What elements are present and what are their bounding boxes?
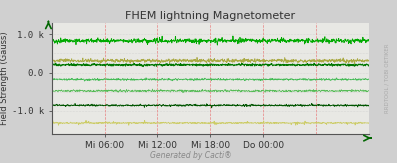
- Title: FHEM lightning Magnetometer: FHEM lightning Magnetometer: [125, 11, 295, 21]
- Text: RRDTOOL / TOBI OETIKER: RRDTOOL / TOBI OETIKER: [385, 44, 389, 113]
- Y-axis label: Field Strength (Gauss): Field Strength (Gauss): [0, 31, 9, 125]
- Text: Generated by Cacti®: Generated by Cacti®: [150, 151, 231, 160]
